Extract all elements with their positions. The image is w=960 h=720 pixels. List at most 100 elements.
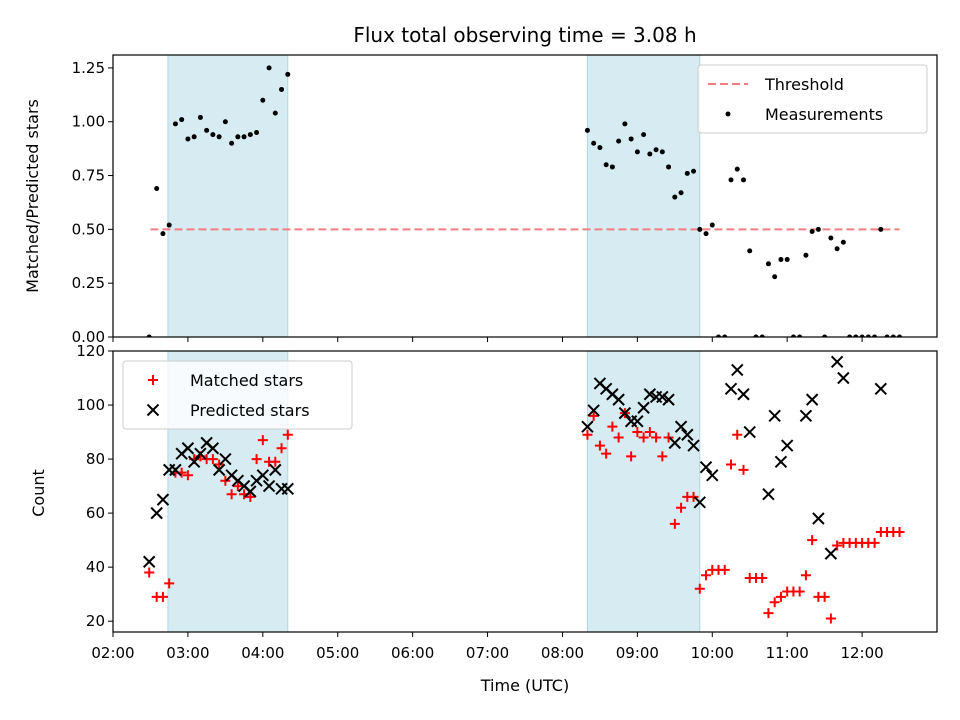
measurement-point — [597, 145, 603, 151]
measurement-point — [591, 140, 597, 146]
x-tick-label: 12:00 — [840, 644, 883, 662]
predicted-star-marker — [156, 493, 170, 506]
predicted-star-marker — [687, 439, 700, 452]
matched-star-marker — [245, 491, 256, 502]
legend-box — [697, 64, 928, 134]
measurement-point — [853, 334, 859, 337]
measurement-point — [260, 97, 266, 103]
measurement-point — [603, 162, 609, 168]
measurement-point — [166, 222, 172, 228]
predicted-star-marker — [768, 409, 781, 423]
legend-label: Threshold — [764, 75, 844, 94]
measurement-point — [146, 334, 152, 337]
measurement-point — [734, 166, 740, 172]
predicted-star-marker — [699, 460, 713, 474]
predicted-star-marker — [631, 415, 644, 428]
measurement-point — [210, 132, 216, 138]
predicted-star-marker — [256, 469, 270, 482]
plot-frame — [112, 350, 938, 633]
measurement-point — [641, 132, 647, 138]
measurement-point — [247, 132, 253, 138]
predicted-star-marker — [805, 393, 819, 406]
matched-star-marker — [207, 454, 218, 465]
matched-star-marker — [738, 464, 749, 475]
y-tick-label: 1.25 — [72, 59, 105, 77]
bottom-y-axis-label: Count — [29, 469, 48, 517]
x-tick-label: 04:00 — [241, 644, 284, 662]
predicted-star-marker — [743, 425, 756, 439]
measurement-point — [616, 138, 622, 144]
y-tick-label: 1.00 — [72, 113, 105, 131]
matched-star-marker — [763, 608, 774, 619]
predicted-star-marker — [874, 382, 888, 396]
x-tick-label: 05:00 — [316, 644, 359, 662]
y-tick-label: 80 — [86, 450, 105, 468]
predicted-star-marker — [587, 404, 600, 417]
predicted-star-marker — [812, 512, 825, 525]
measurement-point — [659, 149, 665, 155]
measurement-point — [229, 140, 235, 146]
measurement-point — [678, 190, 684, 196]
matched-star-marker — [819, 591, 830, 602]
predicted-star-marker — [643, 388, 657, 401]
y-tick-label: 0.50 — [72, 220, 105, 238]
predicted-star-marker — [724, 382, 738, 396]
predicted-star-marker — [662, 393, 675, 406]
matched-star-marker — [832, 540, 843, 551]
measurement-point — [778, 257, 784, 263]
matched-star-marker — [276, 443, 287, 454]
top-y-axis-label: Matched/Predicted stars — [23, 99, 42, 293]
top-panel: 0.00 0.25 0.50 0.75 1.00 1.25 Threshold Measure… — [72, 54, 938, 346]
x-tick-label: 09:00 — [616, 644, 659, 662]
measurement-point — [609, 164, 615, 170]
measurement-point — [840, 239, 846, 245]
predicted-star-marker — [762, 487, 775, 501]
measurement-point — [241, 134, 247, 140]
matched-star-marker — [164, 578, 175, 589]
legend-matched-swatch — [148, 375, 158, 385]
predicted-star-marker — [206, 442, 220, 455]
measurement-point — [584, 127, 590, 133]
x-tick-label: 06:00 — [391, 644, 434, 662]
matched-star-marker — [594, 440, 605, 451]
predicted-star-marker — [219, 452, 232, 466]
measurement-point — [890, 334, 896, 337]
predicted-star-marker — [668, 436, 682, 450]
measurement-point — [834, 246, 840, 252]
measurement-point — [740, 177, 746, 183]
y-tick-label: 120 — [76, 342, 105, 360]
measurement-point — [872, 334, 878, 337]
matched-star-marker — [257, 435, 268, 446]
matched-star-marker — [144, 567, 155, 578]
x-axis-label: Time (UTC) — [480, 676, 569, 695]
measurement-point — [647, 151, 653, 157]
legend-predicted-swatch — [146, 403, 160, 417]
measurement-point — [828, 235, 834, 241]
matched-star-marker — [214, 459, 225, 470]
matched-star-marker — [701, 570, 712, 581]
matched-star-marker — [626, 451, 637, 462]
measurement-point — [285, 71, 291, 77]
predicted-star-marker — [731, 363, 744, 377]
matched-star-marker — [663, 432, 674, 443]
measurement-point — [822, 334, 828, 337]
shaded-span — [586, 54, 701, 338]
predicted-star-marker — [830, 355, 844, 369]
matched-star-marker — [588, 410, 599, 421]
measurement-point — [753, 334, 759, 337]
predicted-star-marker — [681, 428, 694, 441]
matched-star-marker — [775, 591, 786, 602]
measurement-point — [191, 134, 197, 140]
predicted-star-marker — [774, 455, 788, 468]
predicted-star-marker — [244, 485, 257, 498]
matched-star-marker — [582, 429, 593, 440]
x-tick-label: 11:00 — [766, 644, 809, 662]
measurement-point — [172, 121, 178, 127]
predicted-star-marker — [150, 506, 163, 520]
predicted-star-marker — [706, 469, 719, 482]
measurement-point — [672, 194, 678, 200]
matched-star-marker — [769, 597, 780, 608]
predicted-star-marker — [799, 409, 813, 423]
measurement-point — [185, 136, 191, 142]
x-tick-label: 07:00 — [466, 644, 509, 662]
